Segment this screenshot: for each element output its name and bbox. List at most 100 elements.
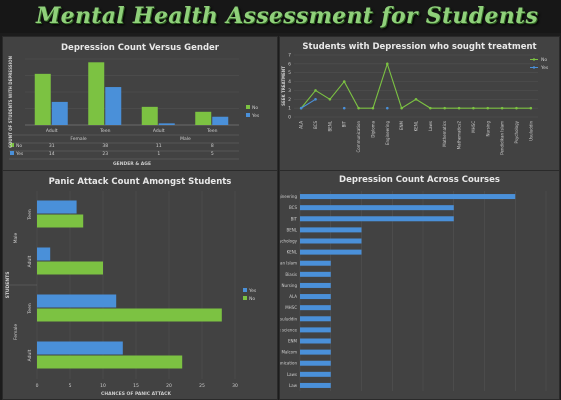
data-point-no — [400, 106, 403, 110]
table-cell: 38 — [102, 143, 108, 149]
category-label: Law — [289, 383, 298, 388]
page-title: Mental Health Assessment for Students — [36, 3, 539, 29]
category-label: Adult — [27, 349, 33, 361]
treatment-chart-panel: Students with Depression who sought trea… — [279, 36, 560, 182]
group-label: Male — [180, 136, 191, 142]
x-tick-label: KENL — [414, 120, 419, 131]
x-tick-label: Diploma — [370, 120, 375, 137]
y-tick-label: 2 — [288, 97, 291, 103]
legend-marker — [532, 66, 536, 69]
table-cell: 8 — [211, 143, 214, 149]
table-cell: 31 — [49, 143, 55, 149]
bar-no — [88, 62, 105, 125]
bar-no — [37, 308, 222, 322]
series-line-no — [300, 62, 531, 109]
category-label: Adult — [153, 128, 165, 134]
x-axis-title: CHANCES OF PANIC ATTACK — [101, 391, 171, 397]
bar-no — [141, 106, 158, 125]
treatment-chart: 0 1 2 3 4 5 6 7 ALA BCS BENL BIT Communication Diplom… — [281, 53, 549, 155]
bar — [300, 316, 331, 322]
bar-no — [37, 355, 183, 369]
category-label: Teen — [27, 303, 33, 315]
y-tick-label: 7 — [288, 53, 291, 59]
legend-label: Yes — [251, 113, 260, 119]
treatment-chart-title: Students with Depression who sought trea… — [302, 42, 537, 52]
bar-no — [34, 73, 51, 125]
x-tick-label: 0 — [36, 383, 39, 389]
group-label: Female — [70, 136, 87, 142]
category-label: KENL — [287, 250, 298, 255]
data-point-yes — [342, 106, 346, 110]
bar-no — [195, 111, 212, 125]
data-point-no — [515, 106, 518, 110]
data-point-no — [529, 106, 533, 110]
bar-yes — [37, 294, 117, 308]
category-label: Teen — [206, 128, 218, 134]
category-label: ENM — [288, 339, 298, 344]
category-label: Engineering — [279, 194, 297, 199]
data-point-no — [342, 80, 346, 83]
panic-chart: 0 5 10 15 20 25 30 Teen Adult Teen Adult Male Female… — [5, 191, 257, 397]
x-tick-label: 10 — [100, 383, 106, 389]
data-point-yes — [314, 97, 317, 101]
courses-chart: Engineering BCS BIT BENL Psychology KENL Pendi… — [279, 191, 547, 391]
y-tick-label: 0 — [288, 115, 291, 121]
y-tick-label: 4 — [288, 79, 291, 85]
x-tick-label: Communication — [356, 121, 361, 153]
bar-no — [37, 214, 84, 228]
data-point-no — [429, 106, 432, 110]
category-label: Marine science — [279, 327, 298, 332]
bar-yes — [37, 341, 123, 355]
x-tick-label: Usuluddin — [528, 121, 533, 141]
x-tick-label: Laws — [428, 121, 433, 131]
legend-label: Yes — [248, 288, 257, 294]
category-label: Communication — [279, 361, 297, 366]
table-cell: 1 — [157, 151, 160, 157]
bar — [300, 338, 331, 344]
y-tick-label: 6 — [288, 61, 291, 67]
y-tick-label: 3 — [288, 88, 291, 94]
bar — [300, 238, 362, 244]
data-point-no — [371, 106, 375, 110]
data-point-no — [457, 106, 461, 110]
x-tick-label: 5 — [69, 383, 72, 389]
group-label: Male — [13, 232, 19, 243]
y-tick-label: 5 — [288, 70, 291, 76]
category-label: BCS — [289, 205, 297, 210]
category-label: BENL — [287, 227, 298, 232]
category-label: BIT — [291, 216, 298, 221]
bar-yes — [212, 116, 229, 125]
data-point-no — [328, 97, 332, 101]
data-point-yes — [299, 106, 303, 110]
category-label: MHSC — [285, 305, 297, 310]
panic-chart-title: Panic Attack Count Amongst Students — [48, 177, 232, 187]
bar-yes — [51, 101, 68, 125]
panic-chart-panel: Panic Attack Count Amongst Students 0 5 10… — [2, 170, 278, 400]
bar — [300, 227, 362, 233]
courses-chart-panel: Depression Count Across Courses Engineer… — [279, 170, 560, 400]
legend-key — [243, 296, 247, 300]
bar-yes — [158, 123, 175, 125]
title-banner: Mental Health Assessment for Students — [0, 0, 561, 33]
x-tick-label: 25 — [199, 383, 205, 389]
legend-label: No — [541, 57, 547, 63]
courses-chart-title: Depression Count Across Courses — [339, 175, 500, 185]
table-cell: 5 — [211, 151, 214, 157]
category-label: Adult — [46, 128, 58, 134]
category-label: Teen — [27, 209, 33, 221]
bar — [300, 249, 362, 255]
bar — [300, 205, 454, 211]
legend-label: Yes — [540, 65, 549, 71]
x-tick-label: Mathematics2 — [457, 121, 462, 150]
x-tick-label: 15 — [133, 383, 139, 389]
data-point-no — [443, 106, 447, 110]
group-label: Female — [13, 324, 19, 341]
data-point-no — [314, 89, 317, 92]
category-label: Psychology — [279, 239, 298, 244]
legend-key — [243, 288, 247, 292]
x-tick-label: ENM — [399, 120, 404, 130]
bar-yes — [37, 247, 51, 261]
bar — [300, 305, 331, 311]
category-label: Laws — [287, 372, 297, 377]
category-label: ALA — [289, 294, 297, 299]
